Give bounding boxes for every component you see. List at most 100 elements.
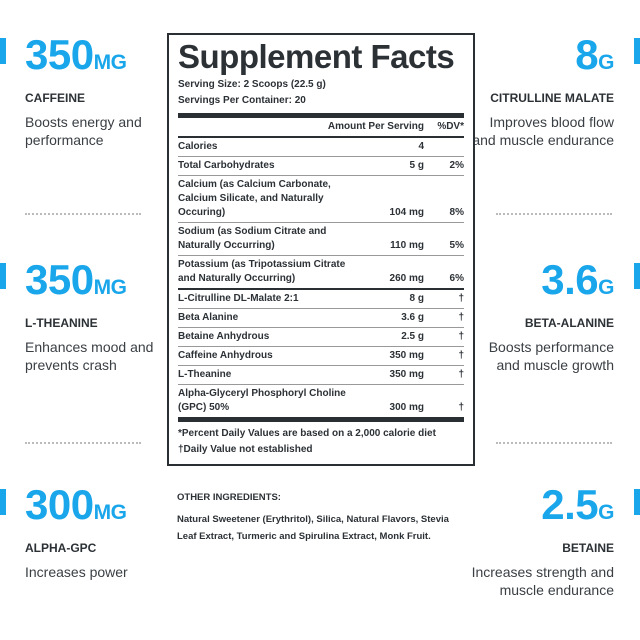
nutrient-dv: † xyxy=(458,312,464,323)
nutrient-dv: 6% xyxy=(449,273,464,284)
nutrient-name: Sodium (as Sodium Citrate and Naturally … xyxy=(178,226,327,251)
stat-unit: G xyxy=(598,51,614,74)
stat-value: 350MG xyxy=(25,259,175,308)
stat-number: 2.5 xyxy=(541,481,599,528)
stat-number: 3.6 xyxy=(541,256,599,303)
divider xyxy=(25,213,141,215)
facts-row: L-Citrulline DL-Malate 2:1 8 g † xyxy=(178,290,464,309)
nutrient-amount: 104 mg xyxy=(389,207,424,218)
stat-description: Enhances mood and prevents crash xyxy=(25,339,154,373)
facts-row: Calories 4 xyxy=(178,138,464,157)
stat-label: ALPHA-GPC xyxy=(25,541,97,555)
facts-row: Caffeine Anhydrous 350 mg † xyxy=(178,347,464,366)
divider xyxy=(496,442,612,444)
nutrient-amount: 300 mg xyxy=(389,402,424,413)
stat-number: 300 xyxy=(25,481,94,528)
accent-bar xyxy=(634,38,640,64)
divider xyxy=(25,442,141,444)
nutrient-dv: † xyxy=(458,350,464,361)
nutrient-dv: 8% xyxy=(449,207,464,218)
nutrient-amount: 4 xyxy=(418,141,424,152)
nutrient-dv: 5% xyxy=(449,240,464,251)
stat-unit: G xyxy=(598,276,614,299)
facts-row: Potassium (as Tripotassium Citrate and N… xyxy=(178,256,464,290)
stat-value: 300MG xyxy=(25,484,175,533)
serving-size: Serving Size: 2 Scoops (22.5 g) xyxy=(178,79,326,90)
accent-bar xyxy=(634,489,640,515)
stat-number: 350 xyxy=(25,31,94,78)
nutrient-amount: 8 g xyxy=(409,293,424,304)
nutrient-dv: † xyxy=(458,331,464,342)
facts-row: Betaine Anhydrous 2.5 g † xyxy=(178,328,464,347)
nutrient-name: Beta Alanine xyxy=(178,312,239,323)
nutrient-amount: 5 g xyxy=(409,160,424,171)
stat-value: 350MG xyxy=(25,34,175,83)
nutrient-amount: 260 mg xyxy=(389,273,424,284)
nutrient-dv: 2% xyxy=(449,160,464,171)
stat-description: Improves blood flow and muscle endurance xyxy=(472,114,614,148)
facts-title: Supplement Facts xyxy=(178,38,455,75)
nutrient-dv: † xyxy=(458,293,464,304)
stat-label: BETA-ALANINE xyxy=(524,316,614,330)
stat-beta-alanine: 3.6G BETA-ALANINE Boosts performance and… xyxy=(464,259,615,374)
nutrient-name: Potassium (as Tripotassium Citrate and N… xyxy=(178,259,346,284)
stat-value: 2.5G xyxy=(464,484,614,533)
nutrient-dv: † xyxy=(458,402,464,413)
nutrient-name: Betaine Anhydrous xyxy=(178,331,270,342)
nutrient-amount: 2.5 g xyxy=(401,331,424,342)
nutrient-name: Caffeine Anhydrous xyxy=(178,350,273,361)
nutrient-amount: 350 mg xyxy=(389,350,424,361)
other-ingredients: OTHER INGREDIENTS: Natural Sweetener (Er… xyxy=(177,489,467,545)
nutrient-dv: † xyxy=(458,369,464,380)
stat-label: BETAINE xyxy=(562,541,614,555)
stat-value: 8G xyxy=(464,34,614,83)
stat-citrulline-malate: 8G CITRULLINE MALATE Improves blood flow… xyxy=(464,34,614,149)
facts-header: Amount Per Serving %DV* xyxy=(178,118,464,138)
stat-value: 3.6G xyxy=(464,259,614,308)
nutrient-name: L-Citrulline DL-Malate 2:1 xyxy=(178,293,299,304)
stat-unit: MG xyxy=(93,501,127,524)
other-ingredients-text: Natural Sweetener (Erythritol), Silica, … xyxy=(177,514,449,542)
stat-unit: MG xyxy=(93,51,127,74)
footnote-dagger: †Daily Value not established xyxy=(178,444,313,455)
accent-bar xyxy=(0,38,6,64)
amount-header: Amount Per Serving xyxy=(327,121,424,132)
stat-number: 350 xyxy=(25,256,94,303)
facts-row: L-Theanine 350 mg † xyxy=(178,366,464,385)
stat-betaine: 2.5G BETAINE Increases strength and musc… xyxy=(464,484,615,599)
stat-l-theanine: 350MG L-THEANINE Enhances mood and preve… xyxy=(25,259,175,374)
dv-header: %DV* xyxy=(437,121,464,132)
facts-row: Beta Alanine 3.6 g † xyxy=(178,309,464,328)
stat-number: 8 xyxy=(575,31,599,78)
stat-description: Boosts energy and performance xyxy=(25,114,142,148)
facts-row: Total Carbohydrates 5 g 2% xyxy=(178,157,464,176)
servings-per-container: Servings Per Container: 20 xyxy=(178,95,306,106)
nutrient-amount: 110 mg xyxy=(390,240,424,251)
nutrient-name: Calories xyxy=(178,141,218,152)
facts-row: Alpha-Glyceryl Phosphoryl Choline (GPC) … xyxy=(178,385,464,422)
stat-unit: MG xyxy=(93,276,127,299)
nutrient-name: L-Theanine xyxy=(178,369,232,380)
other-ingredients-title: OTHER INGREDIENTS: xyxy=(177,492,281,503)
stat-description: Increases power xyxy=(25,564,128,580)
supplement-facts-panel: Supplement Facts Serving Size: 2 Scoops … xyxy=(167,33,475,466)
accent-bar xyxy=(634,263,640,289)
facts-row: Sodium (as Sodium Citrate and Naturally … xyxy=(178,223,464,256)
accent-bar xyxy=(0,263,6,289)
nutrient-name: Calcium (as Calcium Carbonate, Calcium S… xyxy=(178,179,331,218)
nutrient-amount: 350 mg xyxy=(389,369,424,380)
nutrient-name: Alpha-Glyceryl Phosphoryl Choline (GPC) … xyxy=(178,388,346,413)
stat-description: Boosts performance and muscle growth xyxy=(488,339,614,373)
stat-label: CAFFEINE xyxy=(25,91,85,105)
footnote-dv: *Percent Daily Values are based on a 2,0… xyxy=(178,428,436,439)
stat-caffeine: 350MG CAFFEINE Boosts energy and perform… xyxy=(25,34,175,149)
stat-description: Increases strength and muscle endurance xyxy=(471,564,614,598)
accent-bar xyxy=(0,489,6,515)
stat-label: L-THEANINE xyxy=(25,316,98,330)
nutrient-amount: 3.6 g xyxy=(401,312,424,323)
stat-alpha-gpc: 300MG ALPHA-GPC Increases power xyxy=(25,484,175,581)
stat-unit: G xyxy=(598,501,614,524)
stat-label: CITRULLINE MALATE xyxy=(490,91,614,105)
divider xyxy=(496,213,612,215)
facts-row: Calcium (as Calcium Carbonate, Calcium S… xyxy=(178,176,464,223)
